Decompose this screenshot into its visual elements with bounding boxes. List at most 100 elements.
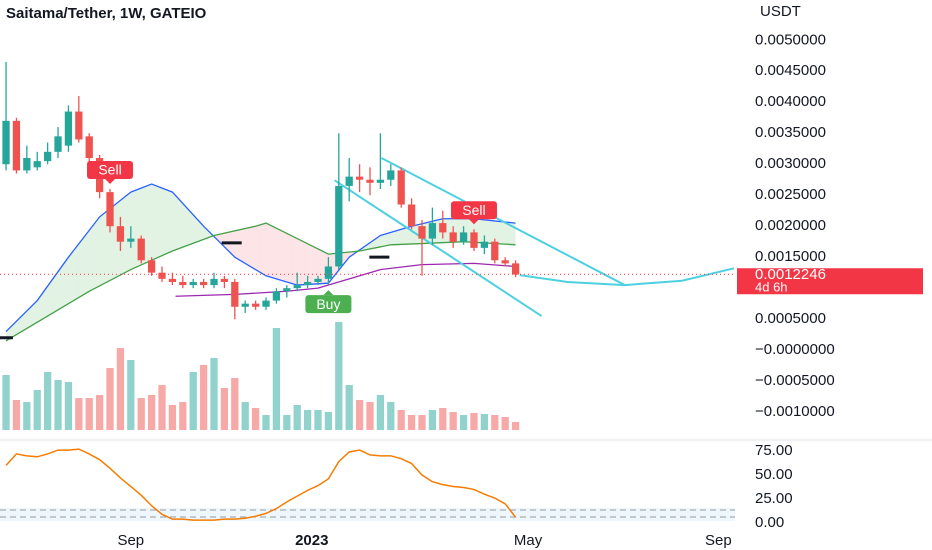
rsi-tick-label: 25.00: [755, 490, 793, 507]
ma-fill: [388, 232, 391, 246]
ma-fill: [179, 199, 182, 249]
ma-fill: [299, 239, 302, 285]
volume-bar: [345, 385, 353, 430]
candle-body: [137, 238, 145, 261]
candle-body: [231, 281, 239, 307]
y-tick-label: 0.0030000: [755, 155, 826, 172]
trend-drawing: [519, 267, 735, 287]
ma-fill: [64, 258, 68, 306]
candle-body: [199, 281, 208, 286]
ma-fill: [161, 187, 164, 256]
ma-fill: [319, 249, 322, 284]
ma-fill: [510, 222, 514, 245]
ma-fill: [202, 224, 205, 240]
ma-fill: [97, 216, 101, 287]
ma-fill: [192, 213, 195, 244]
volume-bar: [95, 395, 104, 430]
y-tick-label: 0.0020000: [755, 217, 826, 234]
ma-fill: [505, 222, 508, 245]
ma-fill: [283, 231, 287, 282]
ma-fill: [406, 227, 409, 245]
volume-bar: [179, 402, 187, 430]
ma-fill: [245, 227, 249, 266]
ma-fill: [130, 191, 134, 270]
volume-bar: [449, 412, 457, 430]
ma-fill: [184, 205, 187, 247]
candle-body: [168, 278, 177, 282]
candle-body: [366, 179, 374, 183]
volume-bar: [397, 410, 405, 430]
ma-fill: [395, 230, 399, 245]
volume-bar: [75, 398, 83, 430]
ma-fill: [273, 226, 277, 279]
ma-fill: [204, 227, 208, 239]
x-tick-label: Sep: [117, 532, 144, 549]
last-price-box: [737, 268, 923, 295]
rsi-line: [5, 448, 517, 521]
rsi-tick-label: 50.00: [755, 466, 793, 483]
ma-fill: [253, 226, 256, 270]
volume-bar: [501, 417, 509, 430]
volume-bar: [54, 380, 62, 430]
candle-body: [491, 241, 499, 261]
ma-fill: [146, 185, 149, 263]
y-tick-label: 0.0045000: [755, 62, 826, 79]
signal-box: [450, 201, 497, 220]
volume-bar: [127, 360, 135, 430]
candle-body: [241, 303, 249, 307]
ma-fill: [485, 219, 488, 244]
ma-fill: [174, 194, 177, 251]
signal-box: [87, 161, 134, 180]
ma-fill: [497, 221, 501, 244]
volume-bar: [33, 390, 41, 430]
ma-fill: [479, 219, 483, 243]
ma-fill: [436, 219, 440, 243]
ma-fill: [197, 219, 200, 242]
ma-fill: [278, 229, 282, 281]
candle-body: [470, 232, 478, 248]
y-tick-label: 0.0040000: [755, 93, 826, 110]
candle-body: [116, 226, 125, 242]
volume-bar: [314, 410, 322, 430]
volume-bar: [241, 402, 249, 430]
signal-label: Sell: [462, 202, 485, 218]
signal: Sell: [450, 201, 497, 225]
ma-fill: [309, 244, 312, 285]
volume-bar: [491, 415, 499, 430]
y-tick-label: −0.0010000: [755, 403, 835, 420]
ma-fill: [153, 184, 157, 260]
rsi-tick-label: 0.00: [755, 514, 784, 531]
ma-fill: [87, 229, 91, 293]
x-tick-label: Sep: [705, 532, 732, 549]
ma-fill: [316, 248, 320, 284]
ma-fill: [301, 240, 305, 285]
ma-fill: [314, 247, 317, 285]
candle-body: [106, 192, 114, 227]
volume-bar: [210, 358, 218, 430]
trend-drawing: [380, 157, 626, 286]
candle-body: [179, 281, 187, 286]
ma-fill: [400, 228, 404, 245]
volume-bar: [439, 408, 447, 430]
ma-fill: [393, 230, 396, 245]
ma-fill: [8, 326, 12, 340]
ma-fill: [268, 224, 271, 278]
ma-fill: [293, 236, 297, 285]
volume-bar: [428, 410, 437, 430]
candle-body: [449, 232, 457, 242]
ma-fill: [41, 290, 45, 320]
ma-fill: [102, 212, 106, 285]
ma-fill: [194, 216, 198, 243]
candle-body: [210, 278, 218, 286]
ma-fill: [413, 225, 417, 244]
ma-fill: [34, 301, 37, 325]
volume-bar: [23, 402, 31, 430]
ma-fill: [235, 230, 238, 260]
ma-fill: [26, 308, 29, 329]
candle-body: [293, 285, 301, 289]
volume-bar: [43, 372, 52, 430]
volume-bar: [85, 398, 93, 430]
ma-fill: [372, 238, 376, 249]
ma-fill: [148, 184, 152, 262]
